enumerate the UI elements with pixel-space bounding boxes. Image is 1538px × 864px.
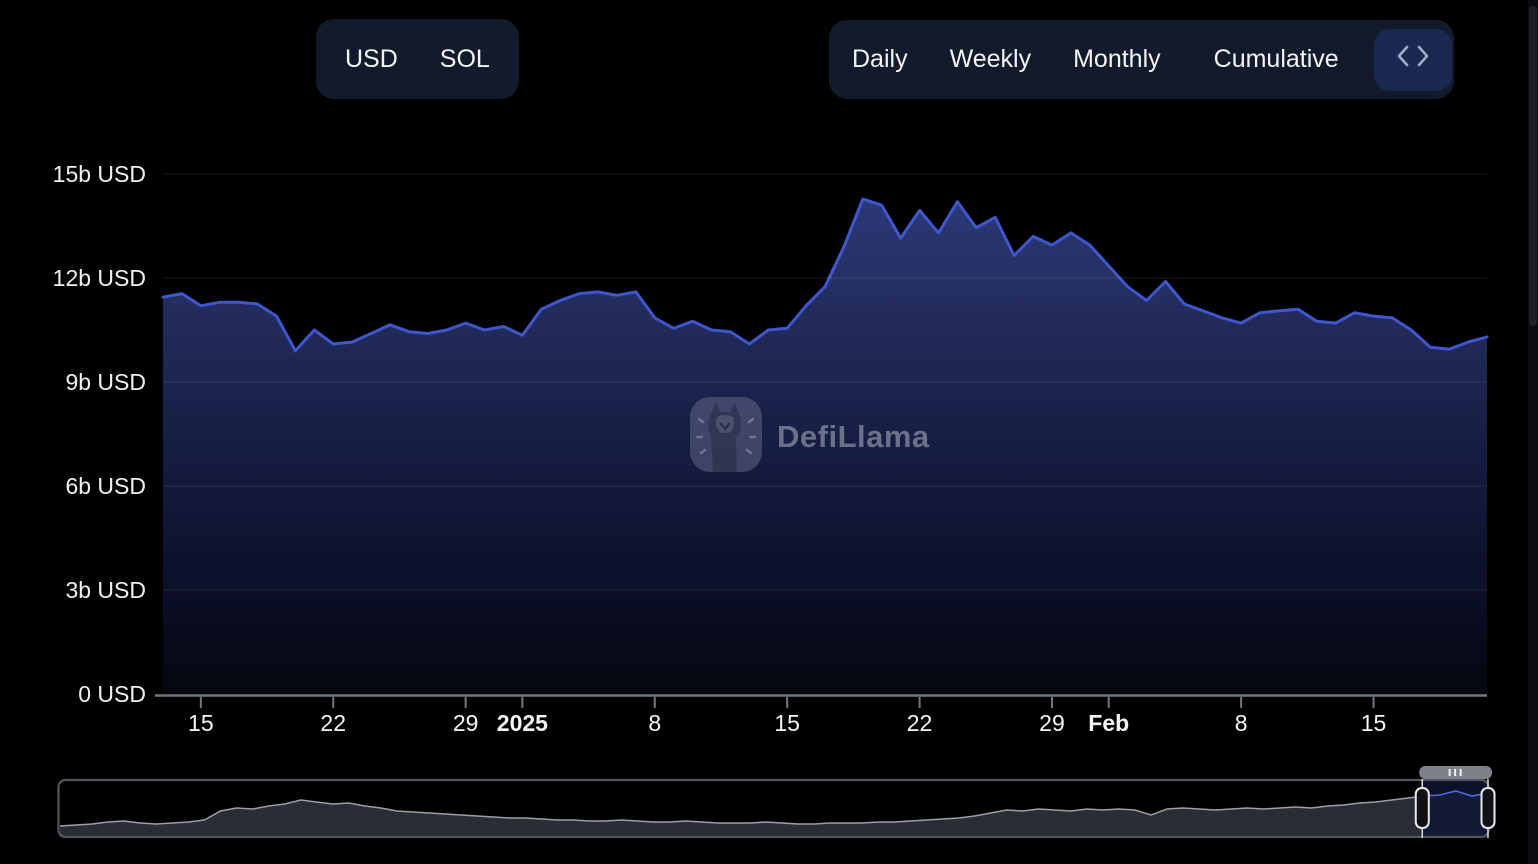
scrollbar-track[interactable] <box>1528 0 1538 864</box>
y-axis-label: 15b USD <box>53 161 146 187</box>
y-axis-label: 9b USD <box>65 369 146 395</box>
currency-toggle: USD SOL <box>316 19 519 99</box>
grip-dash-icon <box>1459 769 1462 776</box>
brush-handle-left[interactable] <box>1414 787 1430 829</box>
navigator-line <box>59 790 1489 827</box>
currency-usd-button[interactable]: USD <box>324 29 419 89</box>
x-axis-label: 22 <box>907 710 933 736</box>
x-axis-label: 29 <box>453 710 479 736</box>
embed-code-button[interactable] <box>1373 28 1452 91</box>
x-axis-label: 15 <box>774 710 800 736</box>
brush-handle-right[interactable] <box>1480 787 1496 829</box>
x-axis-label: 8 <box>1235 710 1248 736</box>
interval-monthly-button[interactable]: Monthly <box>1052 28 1182 91</box>
x-axis-label: 22 <box>320 710 346 736</box>
y-axis-label: 6b USD <box>65 473 146 499</box>
interval-daily-button[interactable]: Daily <box>831 28 929 91</box>
currency-sol-button[interactable]: SOL <box>419 29 511 89</box>
grip-dash-icon <box>1448 769 1451 776</box>
x-axis-label: 15 <box>188 710 214 736</box>
series-line <box>161 197 1489 353</box>
x-axis-label: 29 <box>1039 710 1065 736</box>
y-axis-label: 12b USD <box>53 265 146 291</box>
navigator-selection-area <box>1422 791 1488 837</box>
interval-toggle: Daily Weekly Monthly Cumulative <box>829 20 1454 99</box>
y-axis-label: 0 USD <box>78 681 146 707</box>
x-axis-label: 2025 <box>497 710 548 736</box>
interval-cumulative-button[interactable]: Cumulative <box>1186 28 1367 91</box>
series-area <box>163 199 1487 694</box>
x-axis-label: Feb <box>1088 710 1129 736</box>
y-axis-label: 3b USD <box>65 577 146 603</box>
interval-weekly-button[interactable]: Weekly <box>929 28 1053 91</box>
x-axis-label: 15 <box>1361 710 1387 736</box>
code-angle-brackets-icon <box>1395 43 1431 76</box>
navigator-area <box>60 791 1488 837</box>
scrollbar-thumb[interactable] <box>1529 6 1537 326</box>
grip-dash-icon <box>1454 769 1457 776</box>
x-axis-label: 8 <box>648 710 661 736</box>
